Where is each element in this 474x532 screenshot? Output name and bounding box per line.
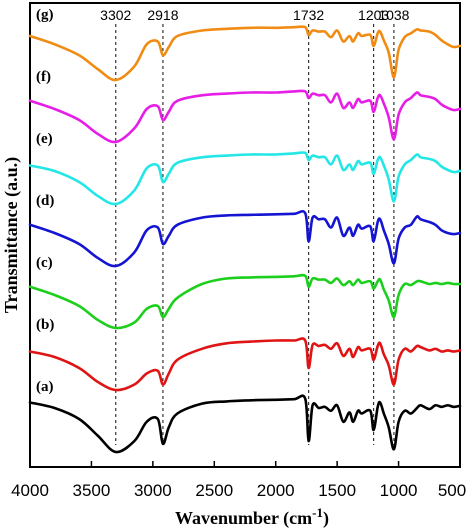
- spectrum-b: [28, 337, 462, 392]
- x-tick-label-2000: 2000: [257, 481, 295, 500]
- x-tick-label-2500: 2500: [195, 481, 233, 500]
- peak-label-1732: 1732: [293, 7, 324, 23]
- spectrum-a: [28, 394, 462, 454]
- plot-frame: [29, 2, 461, 468]
- panel-labels: (a) (b) (c) (d) (e) (f) (g): [36, 7, 54, 395]
- peak-label-3302: 3302: [100, 7, 131, 23]
- x-axis-title-close: ): [323, 508, 329, 529]
- spectrum-g: [28, 25, 462, 82]
- panel-label-e: (e): [36, 131, 53, 147]
- x-tick-label-500: 500: [438, 481, 466, 500]
- x-axis-title-sup: -1: [312, 505, 323, 520]
- spectrum-d: [28, 210, 462, 268]
- panel-label-c: (c): [36, 255, 53, 271]
- x-axis-title: Wavenumber (cm-1): [175, 505, 329, 529]
- panel-label-a: (a): [36, 379, 54, 395]
- spectra: [28, 25, 462, 454]
- x-tick-label-3000: 3000: [134, 481, 172, 500]
- x-tick-label-4000: 4000: [11, 481, 49, 500]
- x-axis-title-main: Wavenumber (cm: [175, 508, 312, 529]
- panel-label-g: (g): [36, 7, 54, 23]
- x-tick-label-3500: 3500: [73, 481, 111, 500]
- panel-label-d: (d): [36, 193, 54, 209]
- panel-label-f: (f): [36, 69, 51, 85]
- panel-label-b: (b): [36, 317, 54, 333]
- peak-label-2918: 2918: [147, 7, 178, 23]
- peak-markers: [115, 24, 395, 445]
- x-axis: 4000 3500 3000 2500 2000 1500 1000 500: [11, 461, 466, 500]
- x-tick-label-1500: 1500: [318, 481, 356, 500]
- spectrum-e: [28, 151, 462, 206]
- x-tick-label-1000: 1000: [380, 481, 418, 500]
- spectrum-c: [28, 273, 462, 330]
- peak-label-1038: 1038: [378, 7, 409, 23]
- y-axis-title: Transmittance (a.u.): [1, 157, 22, 313]
- spectrum-f: [28, 89, 462, 144]
- peak-label-1203: 1203: [358, 7, 389, 23]
